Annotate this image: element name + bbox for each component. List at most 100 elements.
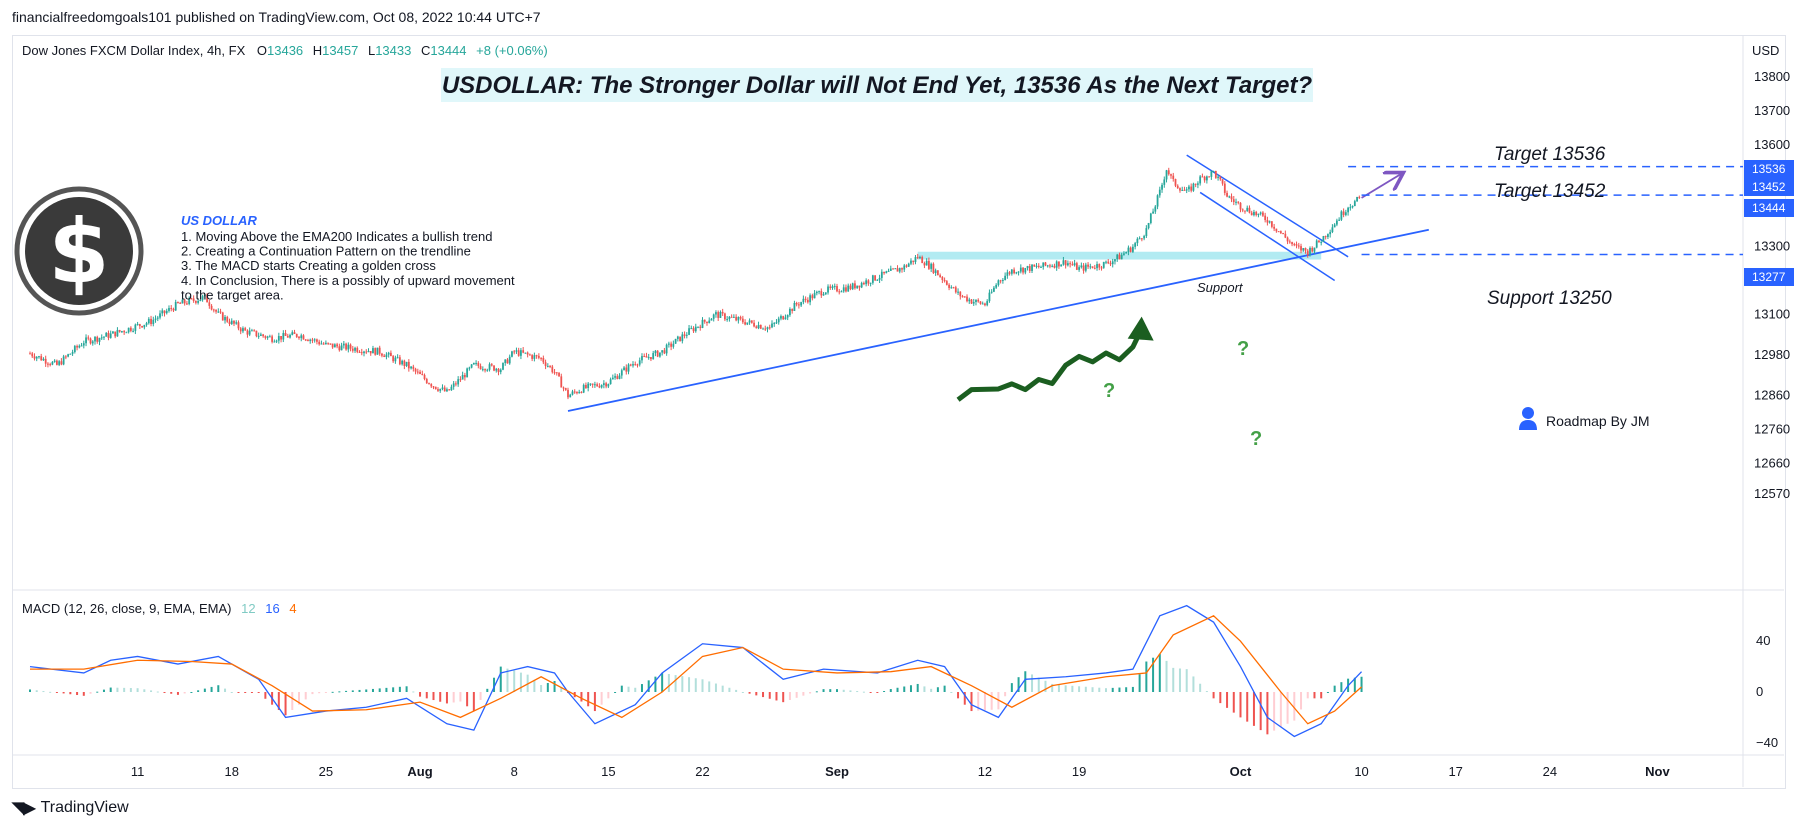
candle-body <box>921 257 924 264</box>
macd-histogram-bar <box>1360 676 1363 692</box>
candle-body <box>103 336 105 338</box>
candle-body <box>186 303 188 305</box>
candle-body <box>1111 261 1114 265</box>
candle-body <box>887 270 890 272</box>
candle-body <box>1176 185 1179 189</box>
candle-body <box>988 292 991 302</box>
macd-histogram-bar <box>116 687 119 692</box>
candle-body <box>490 364 493 366</box>
candle-body <box>759 324 762 329</box>
candle-body <box>376 347 379 355</box>
candle-body <box>242 328 244 332</box>
candle-body <box>990 291 993 293</box>
candle-body <box>100 337 103 339</box>
candle-body <box>614 376 616 378</box>
candle-body <box>262 334 265 337</box>
candle-body <box>634 364 637 366</box>
candle-body <box>1123 253 1125 255</box>
candle-body <box>535 355 538 357</box>
candle-body <box>576 392 578 394</box>
candle-body <box>1239 202 1242 210</box>
candle-body <box>331 343 334 348</box>
candle-body <box>1214 170 1217 178</box>
candle-body <box>961 296 964 298</box>
candle-body <box>1356 196 1358 202</box>
macd-legend[interactable]: MACD (12, 26, close, 9, EMA, EMA) 12 16 … <box>22 601 297 616</box>
macd-histogram-bar <box>244 692 247 693</box>
candle-body <box>219 311 222 313</box>
candle-body <box>854 283 856 289</box>
candle-body <box>555 372 558 374</box>
candle-body <box>641 356 643 361</box>
title-background <box>441 68 1313 102</box>
macd-histogram-bar <box>197 690 200 692</box>
notes-heading: US DOLLAR <box>181 213 257 228</box>
macd-histogram-bar <box>250 692 253 693</box>
candle-body <box>123 331 126 333</box>
candle-body <box>1300 246 1302 251</box>
candle-body <box>773 322 776 324</box>
macd-histogram-bar <box>923 686 926 692</box>
candle-body <box>972 302 975 304</box>
note-line: 1. Moving Above the EMA200 Indicates a b… <box>181 229 492 244</box>
candle-body <box>596 384 599 387</box>
price-tick-label: 13700 <box>1754 103 1790 118</box>
candle-body <box>732 316 735 318</box>
candle-body <box>587 383 590 389</box>
candle-body <box>594 384 596 386</box>
candle-body <box>1019 267 1022 272</box>
svg-text:$: $ <box>48 200 109 303</box>
candle-body <box>993 287 995 292</box>
candle-body <box>340 345 343 351</box>
symbol-legend[interactable]: Dow Jones FXCM Dollar Index, 4h, FX O134… <box>22 43 548 58</box>
macd-histogram-bar <box>540 685 543 692</box>
candle-body <box>1275 228 1278 232</box>
candle-body <box>1098 264 1101 268</box>
candle-body <box>372 348 374 354</box>
macd-histogram-bar <box>1044 680 1047 692</box>
candle-body <box>712 314 715 319</box>
candle-body <box>381 353 383 356</box>
macd-histogram-bar <box>620 685 623 692</box>
macd-histogram-bar <box>1111 687 1114 692</box>
candle-body <box>1080 265 1083 268</box>
macd-histogram-bar <box>1158 653 1161 692</box>
candle-body <box>724 313 726 320</box>
candle-body <box>1179 188 1181 191</box>
price-tick-label: 12860 <box>1754 388 1790 403</box>
candle-body <box>932 263 935 273</box>
macd-histogram-bar <box>452 692 455 703</box>
analysis-notes: 1. Moving Above the EMA200 Indicates a b… <box>181 229 515 302</box>
candle-body <box>1154 206 1157 212</box>
price-tick-label: 13600 <box>1754 137 1790 152</box>
candle-body <box>172 308 175 311</box>
candle-body <box>1127 247 1130 253</box>
candle-body <box>1024 268 1027 273</box>
candle-body <box>201 296 204 300</box>
macd-histogram-bar <box>768 692 771 699</box>
price-badge-label: 13444 <box>1752 201 1786 215</box>
macd-histogram-bar <box>425 692 428 699</box>
candle-body <box>919 257 921 259</box>
macd-histogram-bar <box>311 692 314 695</box>
macd-histogram-bar <box>55 692 58 693</box>
candle-body <box>183 299 186 304</box>
macd-histogram-bar <box>533 679 536 692</box>
macd-histogram-bar <box>29 689 31 692</box>
macd-histogram-bar <box>930 688 933 692</box>
candle-body <box>354 347 356 351</box>
time-axis[interactable]: 11 18 25 Aug 8 15 22 Sep 12 19 Oct 10 17 24 Nov <box>131 764 1671 779</box>
close-label: C <box>421 43 430 58</box>
candle-body <box>248 330 251 335</box>
candle-body <box>766 327 769 330</box>
candle-body <box>1114 259 1116 262</box>
candle-body <box>35 357 38 359</box>
macd-histogram-bar <box>1165 660 1168 692</box>
candle-body <box>479 366 482 370</box>
candle-body <box>459 379 462 381</box>
candle-body <box>437 389 439 391</box>
candle-body <box>813 293 816 299</box>
candle-body <box>257 335 260 337</box>
footer[interactable]: ◥▶ TradingView <box>12 798 129 818</box>
